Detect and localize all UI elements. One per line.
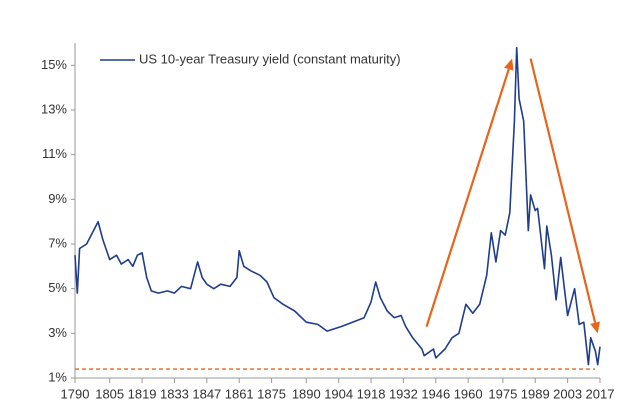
y-tick-label: 1% [48, 369, 67, 384]
x-tick-label: 1932 [389, 386, 418, 401]
arrow-head [504, 58, 514, 71]
arrow-shaft [529, 58, 597, 323]
x-tick-label: 1875 [257, 386, 286, 401]
x-tick-label: 1847 [192, 386, 221, 401]
arrow-head [590, 321, 600, 334]
series-line [74, 46, 601, 366]
x-tick-label: 1890 [292, 386, 321, 401]
x-tick-label: 1960 [454, 386, 483, 401]
y-tick-label: 3% [48, 325, 67, 340]
x-tick-label: 1975 [488, 386, 517, 401]
x-tick-label: 2003 [553, 386, 582, 401]
x-tick-label: 1989 [521, 386, 550, 401]
x-tick-label: 1946 [421, 386, 450, 401]
y-tick-label: 11% [42, 146, 67, 161]
y-tick-label: 9% [48, 191, 67, 206]
x-tick-label: 1918 [357, 386, 386, 401]
y-tick-label: 7% [48, 235, 67, 250]
y-tick-label: 5% [48, 280, 67, 295]
x-tick-label: 1833 [160, 386, 189, 401]
x-tick-label: 1805 [95, 386, 124, 401]
arrow-shaft [425, 68, 510, 327]
x-tick-label: 1790 [61, 386, 90, 401]
y-tick-label: 13% [41, 101, 67, 116]
y-tick-label: 15% [41, 57, 67, 72]
x-tick-label: 1819 [128, 386, 157, 401]
legend-label: US 10-year Treasury yield (constant matu… [139, 51, 401, 66]
x-tick-label: 1904 [324, 386, 353, 401]
x-tick-label: 1861 [225, 386, 254, 401]
x-tick-label: 2017 [586, 386, 615, 401]
